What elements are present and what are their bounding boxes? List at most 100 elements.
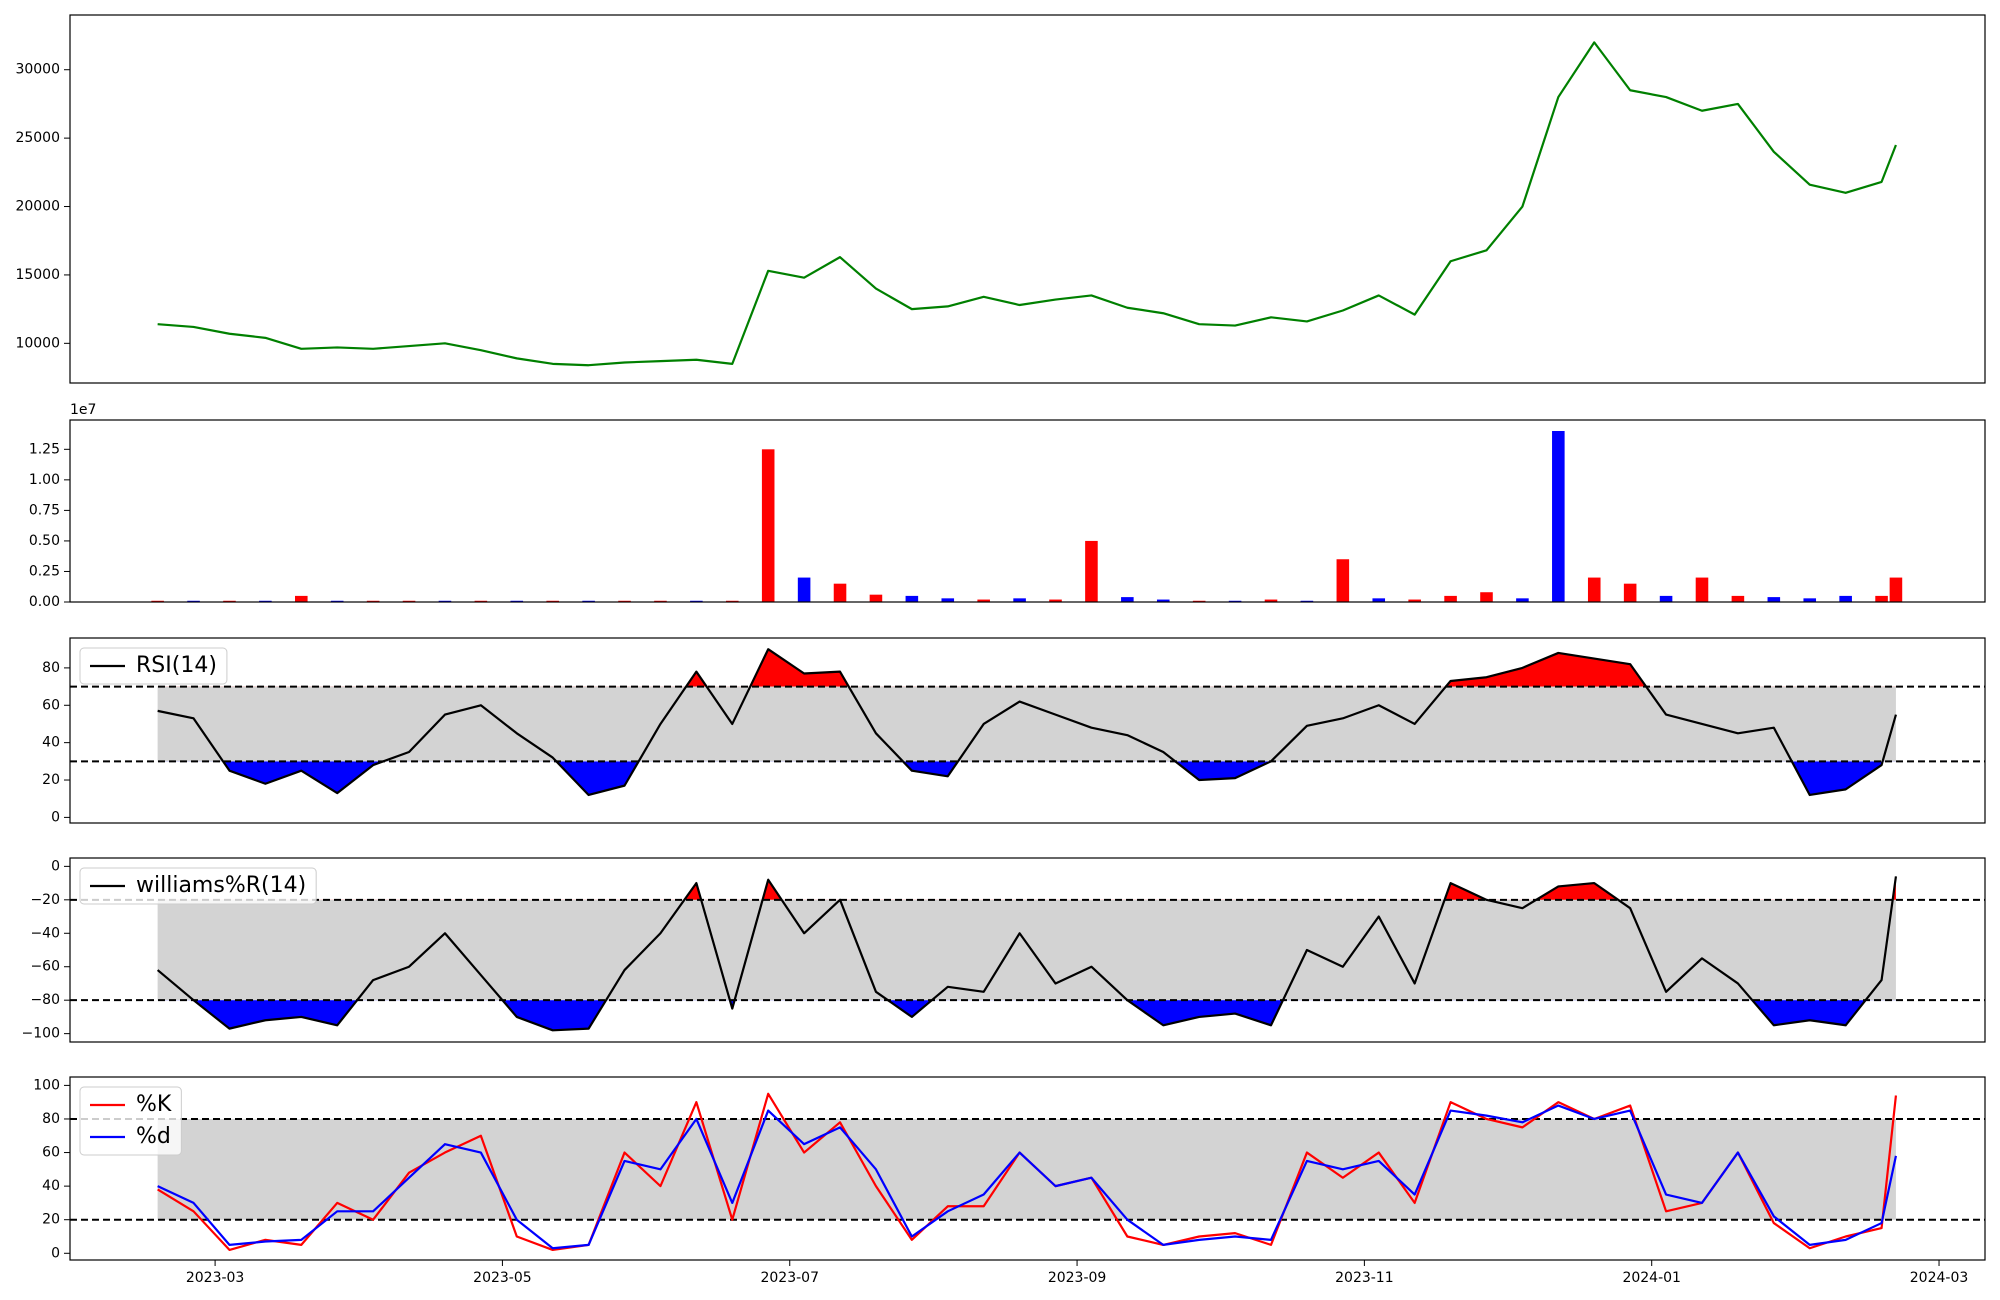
y-tick-label: 0.25 <box>29 563 60 579</box>
axes-frame <box>69 857 1986 1043</box>
volume-bar <box>905 595 919 602</box>
volume-bar <box>1552 430 1565 602</box>
y-tick-label: 0.75 <box>29 502 60 518</box>
y-tick-label: 0 <box>51 809 60 825</box>
y-tick-label: 60 <box>42 1145 60 1161</box>
y-tick-label: −40 <box>30 925 60 941</box>
volume-bar <box>1587 577 1601 602</box>
y-tick-label: 20 <box>42 772 60 788</box>
y-tick-label: 0.00 <box>29 594 60 610</box>
volume-bar <box>151 600 164 602</box>
panel: −100 −80 −60 −40 −20 0 williams%R(14) <box>22 857 1986 1043</box>
y-tick-label: 80 <box>42 660 60 676</box>
y-tick-label: 1.25 <box>29 441 60 457</box>
y-tick-label: −100 <box>22 1026 60 1042</box>
volume-bar <box>546 600 559 602</box>
x-tick-label: 2023-09 <box>1048 1270 1107 1286</box>
axes-frame <box>69 1076 1986 1261</box>
panel: 0 20 40 60 80 RSI(14) <box>42 637 1986 825</box>
series-line <box>157 41 1897 367</box>
y-tick-label: 30000 <box>15 62 60 78</box>
volume-bar <box>510 600 524 602</box>
volume-bar <box>1049 599 1062 602</box>
volume-bar <box>582 600 595 602</box>
volume-bar <box>977 599 990 602</box>
legend-box <box>79 647 228 685</box>
volume-bar <box>1695 577 1709 602</box>
volume-bar <box>259 600 272 602</box>
x-tick-label: 2023-03 <box>186 1270 245 1286</box>
axes-frame <box>69 14 1986 384</box>
volume-bar <box>1767 597 1781 602</box>
volume-bar <box>1085 540 1098 602</box>
series-line <box>157 1104 1898 1250</box>
y-tick-label: 1.00 <box>29 472 60 488</box>
volume-bar <box>1480 592 1493 602</box>
legend-label: %K <box>136 1092 172 1117</box>
volume-bar <box>654 600 667 602</box>
volume-bar <box>1264 599 1278 602</box>
volume-bar <box>833 583 847 602</box>
volume-bar <box>761 449 775 602</box>
band-fill <box>157 686 1896 762</box>
legend-label: %d <box>136 1124 171 1149</box>
volume-bar <box>1875 595 1888 602</box>
volume-bar <box>1839 595 1852 602</box>
axes-frame <box>69 637 1986 824</box>
volume-bar <box>1156 599 1170 602</box>
y-tick-label: 40 <box>42 735 60 751</box>
volume-bar <box>223 600 236 602</box>
y-tick-label: 0 <box>51 1245 60 1261</box>
legend: %K %d <box>79 1086 182 1156</box>
volume-bar <box>1731 595 1745 602</box>
series-line <box>157 648 1897 797</box>
volume-bar <box>402 600 416 602</box>
x-tick-label: 2024-03 <box>1910 1270 1969 1286</box>
y-tick-label: −60 <box>30 959 60 975</box>
volume-bar <box>1623 583 1637 602</box>
volume-bar <box>1228 600 1242 602</box>
axes-frame <box>69 419 1986 603</box>
volume-bar <box>797 577 811 602</box>
panel: 0 20 40 60 80 100 2023-03 2023-05 2023-07 2023-09… <box>33 1076 1986 1286</box>
offset-text: 1e7 <box>70 402 96 418</box>
legend: RSI(14) <box>79 647 228 685</box>
legend: williams%R(14) <box>79 867 317 905</box>
legend-label: williams%R(14) <box>136 873 306 898</box>
y-tick-label: 0 <box>51 858 60 874</box>
volume-bar <box>1336 559 1350 602</box>
volume-bar <box>690 600 703 602</box>
volume-bar <box>1372 598 1386 602</box>
y-tick-label: 40 <box>42 1178 60 1194</box>
volume-bar <box>869 594 883 602</box>
series-line <box>156 876 1898 1032</box>
volume-bar <box>187 600 200 602</box>
volume-bar <box>438 600 452 602</box>
y-tick-label: 20000 <box>15 199 60 215</box>
y-tick-label: 0.50 <box>29 533 60 549</box>
y-tick-label: 10000 <box>15 335 60 351</box>
y-tick-label: 100 <box>33 1077 60 1093</box>
volume-bar <box>1192 600 1206 602</box>
volume-bar <box>1803 598 1817 602</box>
volume-bar <box>1659 595 1673 602</box>
legend-label: RSI(14) <box>136 653 217 678</box>
y-tick-label: 15000 <box>15 267 60 283</box>
y-tick-label: 60 <box>42 697 60 713</box>
y-tick-label: −80 <box>30 992 60 1008</box>
volume-bar <box>1444 595 1457 602</box>
volume-bar <box>725 600 739 602</box>
x-tick-label: 2023-05 <box>473 1270 532 1286</box>
volume-bar <box>941 598 955 602</box>
band-fill <box>157 899 1896 1001</box>
y-tick-label: 20 <box>42 1212 60 1228</box>
volume-bar <box>1300 600 1314 602</box>
overbought-fill <box>157 876 1896 900</box>
y-tick-label: 80 <box>42 1111 60 1127</box>
y-tick-label: 25000 <box>15 130 60 146</box>
volume-bar <box>1516 598 1529 602</box>
volume-bar <box>1121 597 1134 602</box>
band-fill <box>157 1118 1896 1220</box>
